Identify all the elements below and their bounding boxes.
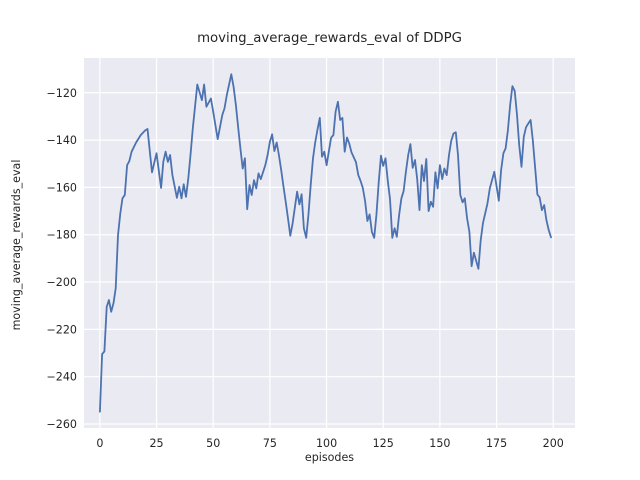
y-tick-label: −220 — [47, 323, 77, 336]
x-axis-label: episodes — [304, 451, 355, 464]
chart-title: moving_average_rewards_eval of DDPG — [197, 31, 462, 46]
y-tick-label: −120 — [47, 87, 77, 100]
y-axis-label: moving_average_rewards_eval — [10, 159, 23, 331]
x-tick-label: 175 — [486, 437, 507, 450]
x-tick-label: 200 — [543, 437, 564, 450]
y-tick-label: −240 — [47, 371, 77, 384]
x-tick-label: 50 — [206, 437, 220, 450]
x-tick-label: 0 — [96, 437, 103, 450]
y-tick-labels: −120 −140 −160 −180 −200 −220 −240 −260 — [47, 87, 77, 431]
x-tick-label: 150 — [429, 437, 450, 450]
x-tick-labels: 0 25 50 75 100 125 150 175 200 — [96, 437, 563, 450]
y-tick-label: −200 — [47, 276, 77, 289]
x-tick-label: 100 — [316, 437, 337, 450]
x-tick-label: 75 — [263, 437, 277, 450]
reward-line-series — [99, 73, 552, 413]
y-tick-label: −260 — [47, 418, 77, 431]
plot-area — [84, 58, 575, 428]
x-tick-label: 125 — [373, 437, 394, 450]
y-tick-label: −160 — [47, 181, 77, 194]
y-tick-label: −140 — [47, 134, 77, 147]
y-tick-label: −180 — [47, 229, 77, 242]
x-tick-label: 25 — [149, 437, 163, 450]
gridlines — [84, 58, 575, 428]
